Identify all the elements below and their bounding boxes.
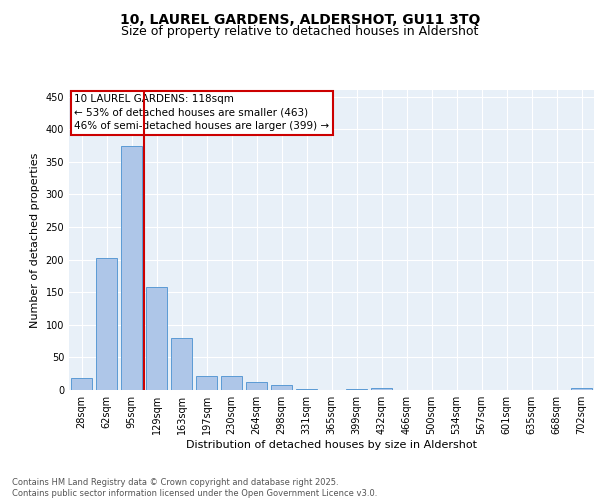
Bar [221,376,242,390]
Text: Contains HM Land Registry data © Crown copyright and database right 2025.
Contai: Contains HM Land Registry data © Crown c… [12,478,377,498]
Bar [171,338,192,390]
Bar [246,382,267,390]
Bar [71,378,92,390]
Text: 10 LAUREL GARDENS: 118sqm
← 53% of detached houses are smaller (463)
46% of semi: 10 LAUREL GARDENS: 118sqm ← 53% of detac… [74,94,329,131]
Text: Size of property relative to detached houses in Aldershot: Size of property relative to detached ho… [121,25,479,38]
Bar [271,385,292,390]
Bar [196,376,217,390]
Bar [371,388,392,390]
Bar [146,287,167,390]
Bar [571,388,592,390]
Bar [296,388,317,390]
X-axis label: Distribution of detached houses by size in Aldershot: Distribution of detached houses by size … [186,440,477,450]
Bar [121,146,142,390]
Text: 10, LAUREL GARDENS, ALDERSHOT, GU11 3TQ: 10, LAUREL GARDENS, ALDERSHOT, GU11 3TQ [120,12,480,26]
Bar [96,258,117,390]
Y-axis label: Number of detached properties: Number of detached properties [30,152,40,328]
